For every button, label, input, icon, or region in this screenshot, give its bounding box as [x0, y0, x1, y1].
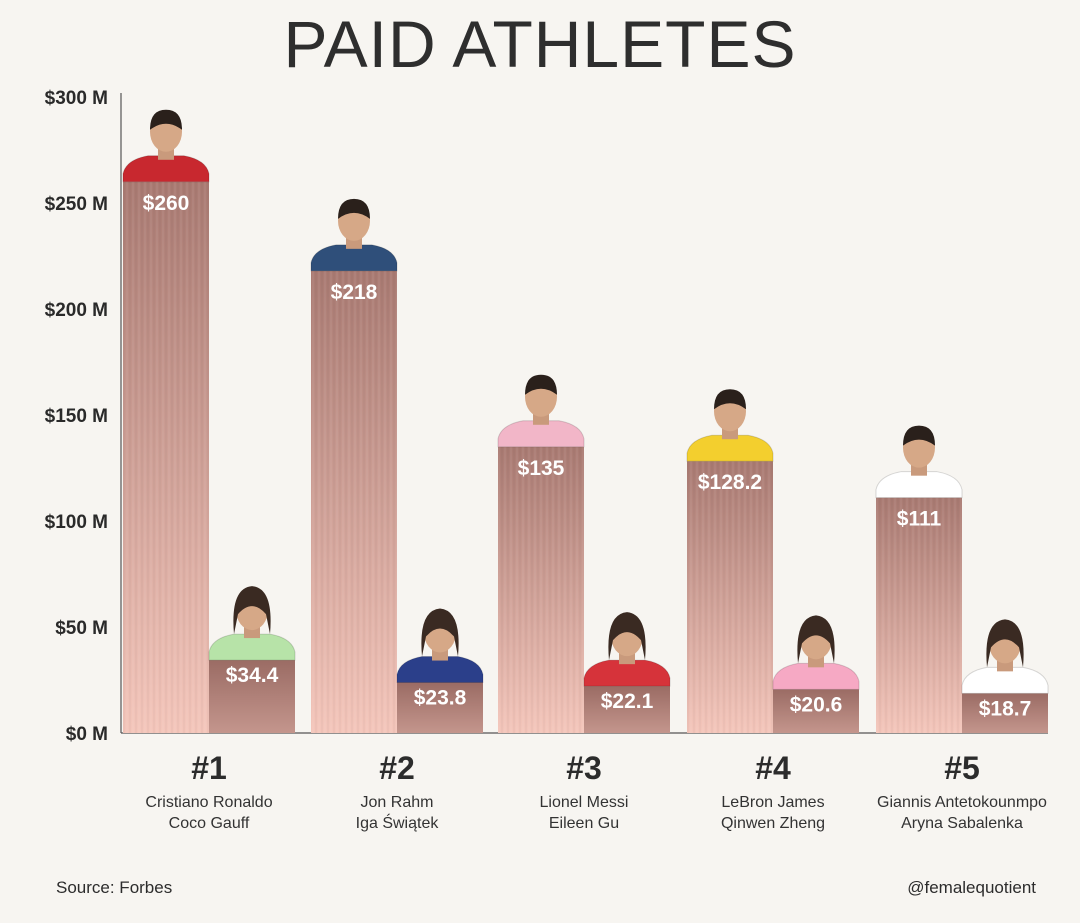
rank-label-2: #2 [379, 750, 415, 786]
man-portrait-5 [875, 425, 963, 499]
bar-women-shade-1 [209, 660, 295, 733]
woman-portrait-3 [583, 612, 671, 687]
value-label-women-3: $22.1 [601, 690, 654, 713]
athlete-name-women-2: Iga Świątek [356, 813, 440, 832]
bar-women-1 [209, 660, 295, 733]
y-tick-label: $0 M [66, 724, 108, 745]
value-label-women-2: $23.8 [414, 687, 467, 710]
man-portrait-3 [497, 374, 585, 448]
hair [714, 389, 746, 410]
chart-title: PAID ATHLETES [283, 7, 797, 81]
hair [903, 425, 935, 446]
athlete-name-men-2: Jon Rahm [361, 794, 434, 811]
athlete-name-men-4: LeBron James [721, 794, 824, 811]
bar-women-shade-5 [962, 693, 1048, 733]
bar-men-texture-1 [123, 181, 209, 734]
hair [421, 608, 459, 657]
hair [608, 612, 646, 661]
athlete-name-men-1: Cristiano Ronaldo [145, 794, 272, 811]
rank-label-5: #5 [944, 750, 980, 786]
bar-men-texture-2 [311, 270, 397, 733]
shirt [122, 155, 210, 183]
value-label-men-3: $135 [518, 457, 565, 480]
rank-label-1: #1 [191, 750, 227, 786]
bar-women-shade-4 [773, 689, 859, 733]
y-tick-label: $150 M [45, 406, 108, 427]
hair [233, 586, 271, 635]
value-label-men-2: $218 [331, 281, 378, 304]
woman-portrait-2 [396, 608, 484, 684]
woman-portrait-5 [961, 619, 1049, 694]
bar-women-3 [584, 686, 670, 733]
value-label-women-1: $34.4 [226, 664, 279, 687]
hair [150, 109, 182, 130]
value-label-men-5: $111 [897, 508, 942, 531]
hair [986, 619, 1024, 668]
hair [797, 615, 835, 664]
value-label-men-4: $128.2 [698, 471, 762, 494]
bar-women-2 [397, 682, 483, 733]
bar-men-texture-3 [498, 446, 584, 733]
value-label-women-4: $20.6 [790, 693, 843, 716]
bars-group: $260 $34.4 $218 $23.8 $135 $22.1 $128.2 $20.6 $1… [122, 109, 1049, 734]
value-label-women-5: $18.7 [979, 697, 1032, 720]
hair [338, 198, 370, 219]
y-tick-label: $200 M [45, 300, 108, 321]
athlete-name-women-5: Aryna Sabalenka [901, 815, 1023, 832]
athlete-name-women-3: Eileen Gu [549, 815, 619, 832]
category-labels: #1 Cristiano Ronaldo Coco Gauff #2 Jon Rahm I… [145, 750, 1047, 832]
bar-women-shade-2 [397, 682, 483, 733]
woman-portrait-1 [208, 586, 296, 661]
rank-label-4: #4 [755, 750, 791, 786]
y-tick-label: $50 M [55, 618, 108, 639]
value-label-men-1: $260 [143, 192, 190, 215]
y-tick-label: $250 M [45, 194, 108, 215]
bar-women-5 [962, 693, 1048, 733]
y-tick-label: $300 M [45, 88, 108, 109]
shirt [310, 244, 398, 272]
athlete-name-women-4: Qinwen Zheng [721, 815, 825, 832]
shirt [875, 471, 963, 499]
athlete-name-women-1: Coco Gauff [169, 815, 250, 832]
source-note: Source: Forbes [56, 878, 173, 897]
man-portrait-2 [310, 198, 398, 272]
man-portrait-1 [122, 109, 210, 183]
y-tick-label: $100 M [45, 512, 108, 533]
bar-women-4 [773, 689, 859, 733]
man-portrait-4 [686, 389, 774, 462]
bar-men-texture-5 [876, 497, 962, 733]
credit-handle: @femalequotient [907, 878, 1036, 897]
athlete-name-men-5: Giannis Antetokounmpo [877, 794, 1047, 811]
shirt [497, 420, 585, 448]
athlete-name-men-3: Lionel Messi [540, 794, 629, 811]
bar-men-texture-4 [687, 461, 773, 733]
rank-label-3: #3 [566, 750, 602, 786]
hair [525, 374, 557, 395]
bar-women-shade-3 [584, 686, 670, 733]
shirt [686, 434, 774, 462]
woman-portrait-4 [772, 615, 860, 690]
